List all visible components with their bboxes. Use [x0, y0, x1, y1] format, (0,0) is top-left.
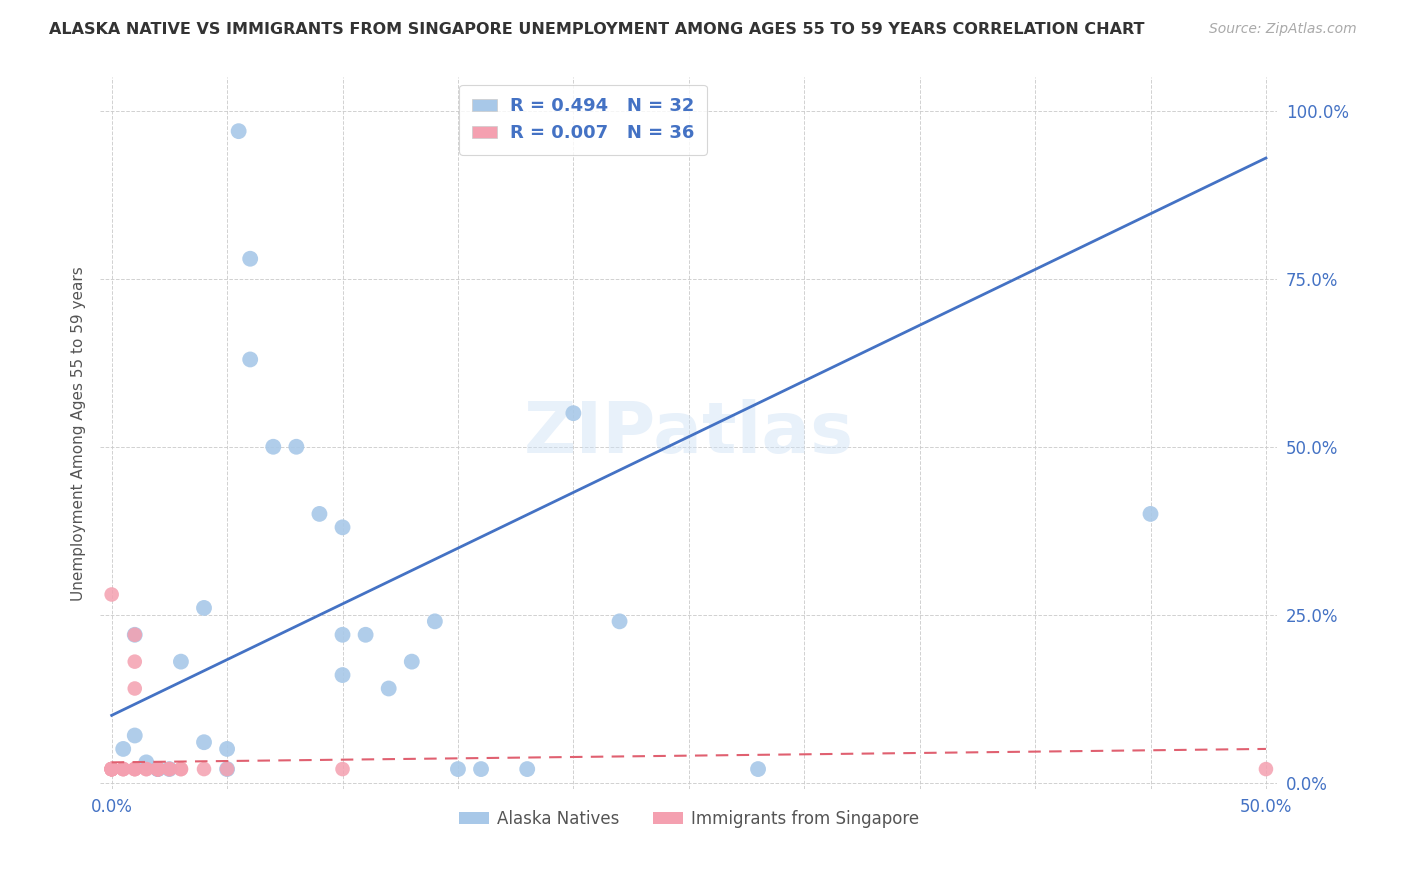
Point [100, 762, 122, 776]
Point [124, 628, 146, 642]
Point [217, 742, 239, 756]
Legend: Alaska Natives, Immigrants from Singapore: Alaska Natives, Immigrants from Singapor… [451, 803, 925, 834]
Point [217, 762, 239, 776]
Point [112, 762, 135, 776]
Point [239, 252, 262, 266]
Point [423, 615, 446, 629]
Point [112, 742, 135, 756]
Point [124, 762, 146, 776]
Point [377, 681, 399, 696]
Point [332, 762, 354, 776]
Point [100, 762, 122, 776]
Point [146, 762, 169, 776]
Point [1139, 507, 1161, 521]
Point [332, 628, 354, 642]
Point [170, 762, 193, 776]
Point [516, 762, 538, 776]
Point [747, 762, 769, 776]
Point [100, 587, 122, 601]
Point [100, 762, 122, 776]
Point [332, 668, 354, 682]
Point [157, 762, 180, 776]
Point [124, 762, 146, 776]
Point [157, 762, 180, 776]
Point [100, 762, 122, 776]
Point [228, 124, 250, 138]
Point [100, 762, 122, 776]
Point [146, 762, 169, 776]
Point [146, 762, 169, 776]
Point [447, 762, 470, 776]
Point [170, 762, 193, 776]
Point [332, 520, 354, 534]
Point [135, 762, 157, 776]
Point [401, 655, 423, 669]
Text: ZIPatlas: ZIPatlas [524, 399, 853, 467]
Point [100, 762, 122, 776]
Point [124, 681, 146, 696]
Point [609, 615, 631, 629]
Point [146, 762, 169, 776]
Point [262, 440, 284, 454]
Point [193, 601, 215, 615]
Point [1254, 762, 1277, 776]
Y-axis label: Unemployment Among Ages 55 to 59 years: Unemployment Among Ages 55 to 59 years [72, 266, 86, 600]
Point [562, 406, 585, 420]
Point [146, 762, 169, 776]
Point [239, 352, 262, 367]
Point [112, 762, 135, 776]
Point [285, 440, 308, 454]
Point [217, 762, 239, 776]
Point [157, 762, 180, 776]
Point [308, 507, 330, 521]
Point [146, 762, 169, 776]
Text: Source: ZipAtlas.com: Source: ZipAtlas.com [1209, 22, 1357, 37]
Point [124, 628, 146, 642]
Point [100, 762, 122, 776]
Point [135, 756, 157, 770]
Point [146, 762, 169, 776]
Point [124, 762, 146, 776]
Point [146, 762, 169, 776]
Point [193, 762, 215, 776]
Point [112, 762, 135, 776]
Point [354, 628, 377, 642]
Point [100, 762, 122, 776]
Point [470, 762, 492, 776]
Point [135, 762, 157, 776]
Point [170, 655, 193, 669]
Point [193, 735, 215, 749]
Point [124, 655, 146, 669]
Text: ALASKA NATIVE VS IMMIGRANTS FROM SINGAPORE UNEMPLOYMENT AMONG AGES 55 TO 59 YEAR: ALASKA NATIVE VS IMMIGRANTS FROM SINGAPO… [49, 22, 1144, 37]
Point [146, 762, 169, 776]
Point [100, 762, 122, 776]
Point [124, 729, 146, 743]
